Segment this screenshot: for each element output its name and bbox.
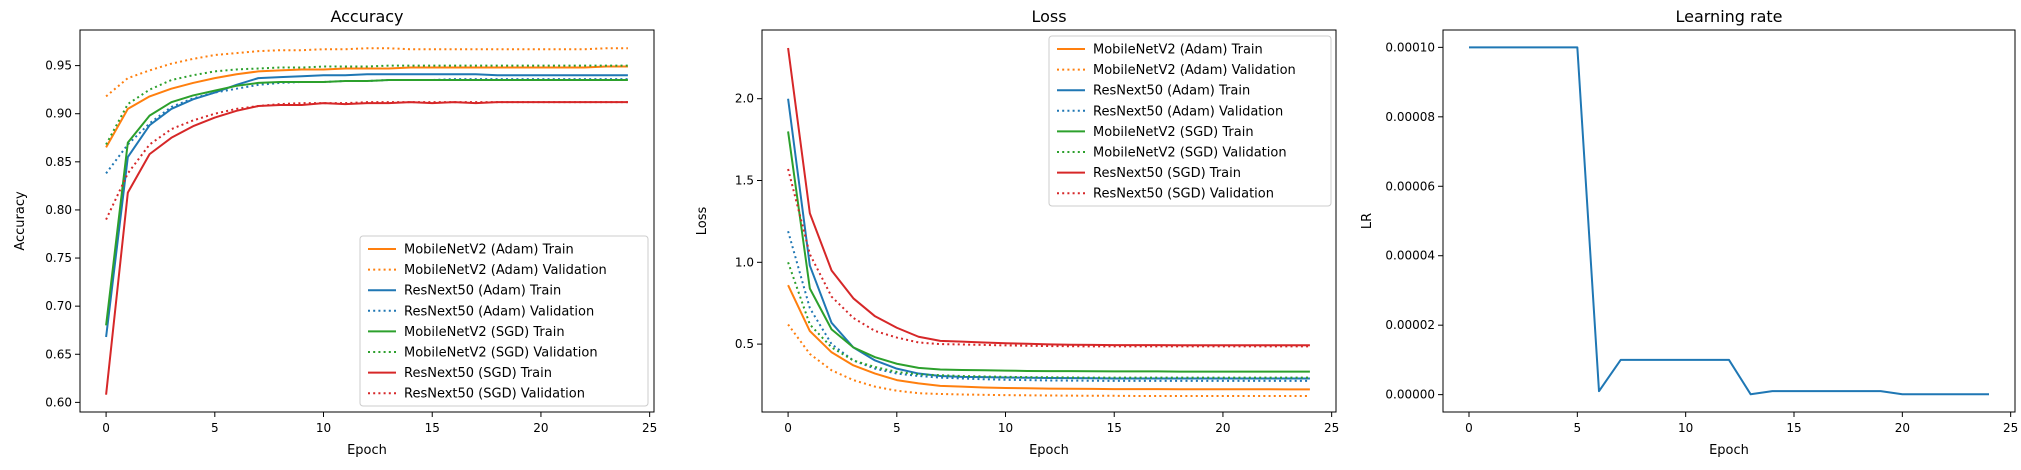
x-tick-label: 25 [2003, 421, 2018, 435]
legend-label: MobileNetV2 (Adam) Validation [1093, 63, 1296, 78]
series-line-mobilenetv2-adam-train [787, 284, 1310, 391]
y-axis-label: LR [1360, 213, 1375, 229]
chart-title: Accuracy [330, 7, 403, 26]
series-line-resnext50-adam-train [105, 73, 628, 338]
y-tick-label: 0.00008 [1385, 110, 1435, 124]
chart-panel-2: Loss 0 5 10 15 20 25 0.5 1.0 1.5 2.0 Epoch Loss Mobil… [695, 7, 1339, 458]
series-line-mobilenetv2-adam-validation [105, 47, 628, 98]
legend-label: ResNext50 (SGD) Validation [404, 387, 585, 402]
y-tick-label: 0.00000 [1385, 388, 1435, 402]
x-tick-label: 15 [425, 421, 440, 435]
series-group [105, 47, 628, 395]
legend-label: ResNext50 (SGD) Train [404, 366, 552, 381]
y-tick-label: 0.5 [735, 337, 754, 351]
x-tick-label: 5 [1574, 421, 1582, 435]
series-line-mobilenetv2-sgd-train [787, 131, 1310, 373]
x-axis-label: Epoch [347, 443, 387, 458]
legend-box [359, 235, 649, 407]
y-tick-label: 0.60 [45, 395, 72, 409]
legend-label: MobileNetV2 (SGD) Train [404, 325, 565, 340]
x-tick-label: 10 [1678, 421, 1693, 435]
legend: MobileNetV2 (Adam) Train MobileNetV2 (Ada… [1048, 35, 1332, 207]
y-axis-label: Loss [695, 207, 710, 236]
series-line-mobilenetv2-sgd-validation [787, 261, 1310, 379]
chart-panel-1: Accuracy 0 5 10 15 20 25 0.60 0.65 0.70 0.75 0.80 0.… [13, 7, 657, 458]
x-axis-label: Epoch [1029, 443, 1069, 458]
x-tick-label: 20 [1215, 421, 1230, 435]
series-line-mobilenetv2-adam-train [105, 65, 628, 148]
y-tick-label: 0.85 [45, 155, 72, 169]
y-tick-label: 0.75 [45, 251, 72, 265]
plot-frame [1442, 29, 2016, 413]
legend-label: ResNext50 (SGD) Validation [1093, 187, 1274, 202]
series-line-resnext50-sgd-validation [105, 101, 628, 220]
x-tick-label: 10 [998, 421, 1013, 435]
y-tick-label: 0.00006 [1385, 179, 1435, 193]
series-line-resnext50-adam-validation [105, 78, 628, 174]
legend-label: ResNext50 (Adam) Train [1093, 84, 1250, 99]
legend-label: ResNext50 (Adam) Train [404, 284, 561, 299]
y-tick-label: 0.80 [45, 203, 72, 217]
series-line-mobilenetv2-adam-validation [787, 323, 1310, 397]
legend-label: MobileNetV2 (Adam) Train [404, 243, 574, 258]
y-tick-label: 0.70 [45, 299, 72, 313]
series-line-resnext50-adam-validation [787, 230, 1310, 382]
chart-panel-3: Learning rate 0 5 10 15 20 25 0.00000 0.00002 0.0… [1360, 7, 2018, 458]
x-tick-label: 0 [102, 421, 110, 435]
y-tick-label: 0.65 [45, 347, 72, 361]
legend-label: MobileNetV2 (Adam) Train [1093, 43, 1263, 58]
series-group [787, 47, 1310, 397]
x-tick-label: 20 [533, 421, 548, 435]
y-tick-label: 0.95 [45, 59, 72, 73]
chart-title: Learning rate [1675, 7, 1782, 26]
y-tick-label: 0.00004 [1385, 249, 1435, 263]
legend-label: MobileNetV2 (SGD) Validation [1093, 146, 1287, 161]
x-tick-label: 20 [1895, 421, 1910, 435]
plot-frame [79, 29, 655, 413]
x-tick-label: 25 [1324, 421, 1339, 435]
series-line-lr [1469, 46, 1989, 396]
x-tick-label: 5 [893, 421, 901, 435]
y-axis-label: Accuracy [13, 191, 28, 251]
legend-label: ResNext50 (Adam) Validation [1093, 104, 1283, 119]
x-tick-label: 5 [211, 421, 219, 435]
y-tick-label: 0.00010 [1385, 40, 1435, 54]
x-tick-label: 0 [784, 421, 792, 435]
legend-label: ResNext50 (Adam) Validation [404, 304, 594, 319]
x-tick-label: 25 [642, 421, 657, 435]
series-line-resnext50-sgd-train [787, 47, 1310, 347]
legend-label: ResNext50 (SGD) Train [1093, 166, 1241, 181]
y-tick-label: 2.0 [735, 92, 754, 106]
series-line-mobilenetv2-sgd-train [105, 79, 628, 326]
legend: MobileNetV2 (Adam) Train MobileNetV2 (Ada… [359, 235, 649, 407]
plot-frame [761, 29, 1337, 413]
x-axis-label: Epoch [1709, 443, 1749, 458]
y-tick-label: 0.90 [45, 107, 72, 121]
x-tick-label: 0 [1465, 421, 1473, 435]
chart-title: Loss [1031, 7, 1066, 26]
series-line-resnext50-sgd-validation [787, 168, 1310, 348]
legend-label: MobileNetV2 (SGD) Validation [404, 346, 598, 361]
y-tick-label: 1.0 [735, 255, 754, 269]
x-tick-label: 15 [1786, 421, 1801, 435]
y-tick-label: 1.5 [735, 174, 754, 188]
legend-label: MobileNetV2 (Adam) Validation [404, 263, 607, 278]
series-group [1469, 46, 1989, 396]
x-tick-label: 10 [316, 421, 331, 435]
y-tick-label: 0.00002 [1385, 318, 1435, 332]
x-tick-label: 15 [1107, 421, 1122, 435]
legend-box [1048, 35, 1332, 207]
legend-label: MobileNetV2 (SGD) Train [1093, 125, 1254, 140]
series-line-mobilenetv2-sgd-validation [105, 64, 628, 145]
